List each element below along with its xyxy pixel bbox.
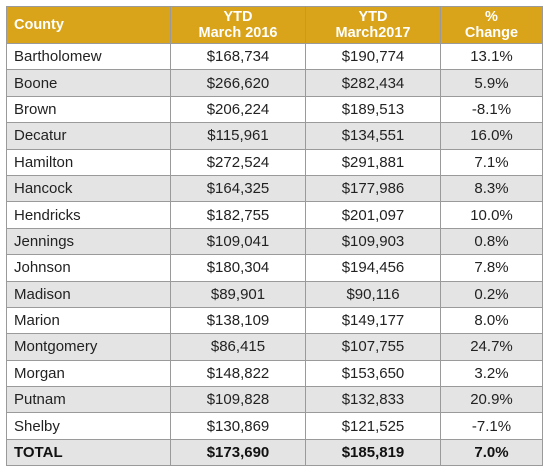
cell-ytd-2017: $149,177: [305, 306, 441, 335]
column-header-ytd-2017-line2: March2017: [335, 25, 411, 41]
cell-ytd-2017: $121,525: [305, 412, 441, 440]
cell-county: Montgomery: [6, 333, 171, 361]
cell-county: Marion: [6, 306, 171, 335]
cell-ytd-2016: $272,524: [170, 148, 306, 176]
column-header-change: % Change: [440, 6, 543, 44]
cell-change: 8.3%: [440, 174, 543, 203]
cell-ytd-2017: $107,755: [305, 333, 441, 361]
cell-county: Morgan: [6, 359, 171, 388]
column-header-ytd-2016-line2: March 2016: [198, 25, 278, 41]
table-body: Bartholomew $168,734 $190,774 13.1% Boon…: [6, 42, 543, 467]
cell-county: Decatur: [6, 122, 171, 150]
table-row: Marion $138,109 $149,177 8.0%: [6, 306, 543, 335]
cell-ytd-2016: $182,755: [170, 201, 306, 229]
column-header-change-line1: %: [485, 9, 498, 25]
cell-county: Putnam: [6, 386, 171, 414]
total-row: TOTAL $173,690 $185,819 7.0%: [6, 438, 543, 467]
cell-ytd-2017: $132,833: [305, 386, 441, 414]
header-row: County YTD March 2016 YTD March2017 % Ch…: [6, 6, 543, 44]
total-change: 7.0%: [440, 438, 543, 467]
table-row: Johnson $180,304 $194,456 7.8%: [6, 254, 543, 282]
cell-ytd-2017: $190,774: [305, 42, 441, 71]
cell-ytd-2016: $109,041: [170, 227, 306, 256]
cell-change: 16.0%: [440, 122, 543, 150]
cell-ytd-2016: $206,224: [170, 95, 306, 124]
total-label: TOTAL: [6, 438, 171, 467]
cell-county: Jennings: [6, 227, 171, 256]
column-header-ytd-2016-line1: YTD: [223, 9, 253, 25]
cell-change: 8.0%: [440, 306, 543, 335]
cell-ytd-2016: $164,325: [170, 174, 306, 203]
county-price-table: County YTD March 2016 YTD March2017 % Ch…: [6, 6, 543, 467]
table-row: Montgomery $86,415 $107,755 24.7%: [6, 333, 543, 361]
cell-ytd-2017: $177,986: [305, 174, 441, 203]
cell-county: Hendricks: [6, 201, 171, 229]
cell-ytd-2016: $89,901: [170, 280, 306, 308]
county-price-table-container: County YTD March 2016 YTD March2017 % Ch…: [6, 6, 543, 467]
cell-county: Johnson: [6, 254, 171, 282]
cell-ytd-2016: $266,620: [170, 69, 306, 97]
cell-change: 0.8%: [440, 227, 543, 256]
cell-ytd-2016: $86,415: [170, 333, 306, 361]
cell-ytd-2017: $134,551: [305, 122, 441, 150]
column-header-county: County: [6, 6, 171, 44]
cell-ytd-2017: $189,513: [305, 95, 441, 124]
cell-ytd-2016: $130,869: [170, 412, 306, 440]
cell-ytd-2017: $194,456: [305, 254, 441, 282]
table-header: County YTD March 2016 YTD March2017 % Ch…: [6, 6, 543, 44]
table-row: Bartholomew $168,734 $190,774 13.1%: [6, 42, 543, 71]
table-row: Madison $89,901 $90,116 0.2%: [6, 280, 543, 308]
cell-ytd-2017: $90,116: [305, 280, 441, 308]
cell-change: 13.1%: [440, 42, 543, 71]
column-header-county-label: County: [14, 17, 64, 33]
cell-change: 20.9%: [440, 386, 543, 414]
column-header-ytd-2016: YTD March 2016: [170, 6, 306, 44]
table-row: Shelby $130,869 $121,525 -7.1%: [6, 412, 543, 440]
table-row: Decatur $115,961 $134,551 16.0%: [6, 122, 543, 150]
cell-county: Hamilton: [6, 148, 171, 176]
cell-change: 7.8%: [440, 254, 543, 282]
cell-ytd-2016: $115,961: [170, 122, 306, 150]
cell-change: 24.7%: [440, 333, 543, 361]
column-header-ytd-2017: YTD March2017: [305, 6, 441, 44]
cell-change: -7.1%: [440, 412, 543, 440]
cell-county: Brown: [6, 95, 171, 124]
cell-ytd-2017: $291,881: [305, 148, 441, 176]
cell-ytd-2016: $180,304: [170, 254, 306, 282]
table-row: Jennings $109,041 $109,903 0.8%: [6, 227, 543, 256]
cell-county: Shelby: [6, 412, 171, 440]
table-row: Hamilton $272,524 $291,881 7.1%: [6, 148, 543, 176]
cell-ytd-2017: $109,903: [305, 227, 441, 256]
cell-ytd-2017: $201,097: [305, 201, 441, 229]
table-row: Brown $206,224 $189,513 -8.1%: [6, 95, 543, 124]
table-row: Boone $266,620 $282,434 5.9%: [6, 69, 543, 97]
table-row: Hendricks $182,755 $201,097 10.0%: [6, 201, 543, 229]
table-row: Putnam $109,828 $132,833 20.9%: [6, 386, 543, 414]
cell-ytd-2017: $282,434: [305, 69, 441, 97]
column-header-ytd-2017-line1: YTD: [358, 9, 388, 25]
cell-county: Hancock: [6, 174, 171, 203]
total-ytd-2017: $185,819: [305, 438, 441, 467]
table-row: Morgan $148,822 $153,650 3.2%: [6, 359, 543, 388]
cell-change: 7.1%: [440, 148, 543, 176]
total-ytd-2016: $173,690: [170, 438, 306, 467]
cell-ytd-2016: $148,822: [170, 359, 306, 388]
cell-ytd-2016: $138,109: [170, 306, 306, 335]
cell-change: -8.1%: [440, 95, 543, 124]
cell-change: 0.2%: [440, 280, 543, 308]
cell-county: Madison: [6, 280, 171, 308]
cell-ytd-2016: $168,734: [170, 42, 306, 71]
cell-county: Bartholomew: [6, 42, 171, 71]
cell-change: 5.9%: [440, 69, 543, 97]
table-row: Hancock $164,325 $177,986 8.3%: [6, 174, 543, 203]
cell-ytd-2017: $153,650: [305, 359, 441, 388]
cell-change: 3.2%: [440, 359, 543, 388]
cell-change: 10.0%: [440, 201, 543, 229]
cell-ytd-2016: $109,828: [170, 386, 306, 414]
cell-county: Boone: [6, 69, 171, 97]
column-header-change-line2: Change: [464, 25, 519, 41]
